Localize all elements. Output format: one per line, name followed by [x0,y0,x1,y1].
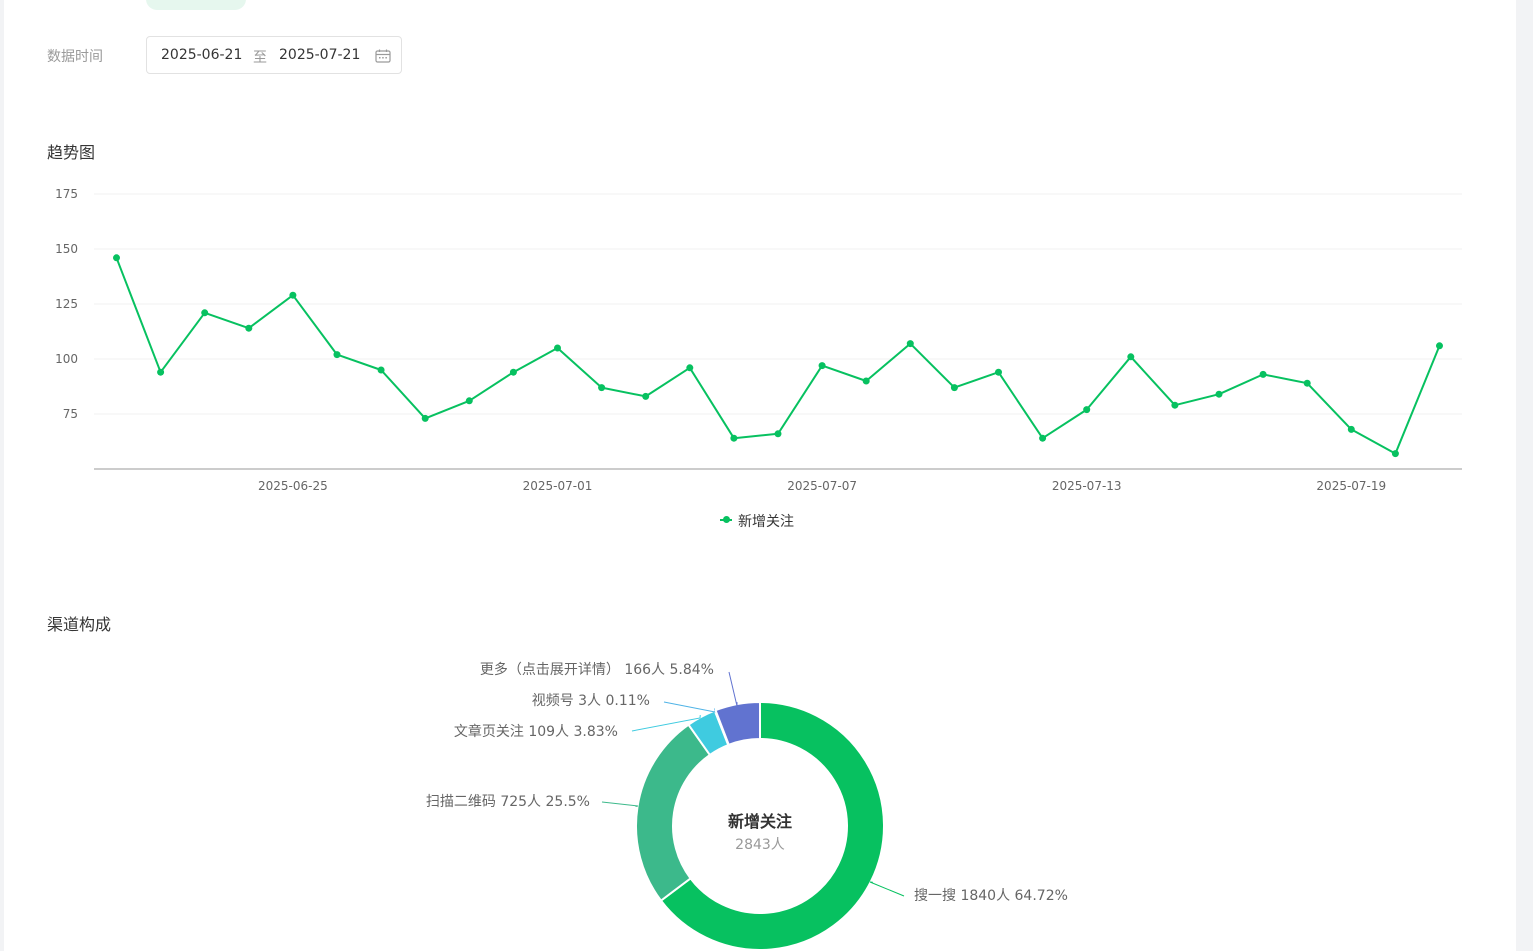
data-point [554,344,561,352]
data-point [862,377,870,385]
data-point [598,384,606,392]
data-point [950,384,958,392]
slice-label: 更多（点击展开详情） 166人 5.84% [480,661,714,678]
donut-slice [635,723,712,903]
legend-label: 新增关注 [738,514,794,530]
donut-slice [714,700,761,747]
date-separator: 至 [253,50,267,66]
data-point [377,366,385,374]
date-range-picker[interactable]: 2025-06-21 至 2025-07-21 [146,36,402,74]
data-point [1127,353,1135,361]
data-point [333,351,341,359]
data-point [642,392,650,400]
donut-center-title: 新增关注 [728,812,792,831]
slice-label: 扫描二维码 725人 25.5% [426,794,590,810]
label-leader-line [631,715,701,732]
data-point [1171,401,1179,409]
x-tick-label: 2025-07-19 [1316,479,1386,493]
trend-chart-title: 趋势图 [47,143,96,162]
donut-center-value: 2843人 [735,837,785,853]
data-point [730,434,738,442]
data-point [1347,425,1355,433]
y-tick-label: 100 [55,352,78,366]
end-date[interactable]: 2025-07-21 [279,47,361,63]
trend-line-chart: 75 100 125 150 175 2025-06-25 2025-07-01 2025-0… [55,187,1462,493]
data-point [686,364,694,372]
data-point [906,340,914,348]
legend-dot [723,516,730,523]
data-point [465,397,473,405]
data-point [995,368,1002,376]
x-tick-label: 2025-07-01 [523,479,593,493]
slice-label: 文章页关注 109人 3.83% [454,723,618,740]
data-point [1303,379,1311,387]
data-time-label: 数据时间 [47,49,103,65]
top-tab-pill[interactable] [146,0,246,10]
data-point [1039,434,1047,442]
y-tick-label: 125 [55,297,78,311]
slice-label: 视频号 3人 0.11% [532,693,650,709]
data-point [1259,370,1267,378]
data-point [774,430,782,438]
label-leader-line [728,671,738,707]
channel-chart-title: 渠道构成 [47,615,112,634]
data-point [509,368,517,376]
y-tick-label: 75 [63,407,78,421]
x-tick-label: 2025-07-07 [787,479,857,493]
x-tick-label: 2025-06-25 [258,479,328,493]
data-point [201,309,209,317]
data-point [245,324,253,332]
data-point [1391,450,1399,458]
data-point [1215,390,1223,398]
y-tick-label: 175 [55,187,78,201]
y-tick-label: 150 [55,242,78,256]
label-leader-line [663,701,716,713]
data-point [157,368,165,376]
donut-slice [659,700,885,951]
calendar-icon[interactable] [375,49,391,63]
data-point [818,362,826,370]
x-tick-label: 2025-07-13 [1052,479,1122,493]
start-date[interactable]: 2025-06-21 [161,47,243,63]
label-leader-line [601,801,639,808]
data-point [113,254,120,262]
data-point [1436,342,1443,350]
data-point [421,414,429,422]
data-point [1083,406,1091,414]
slice-label: 搜一搜 1840人 64.72% [914,888,1068,904]
data-point [289,291,297,299]
label-leader-line [869,881,905,897]
content-card [4,0,1516,951]
